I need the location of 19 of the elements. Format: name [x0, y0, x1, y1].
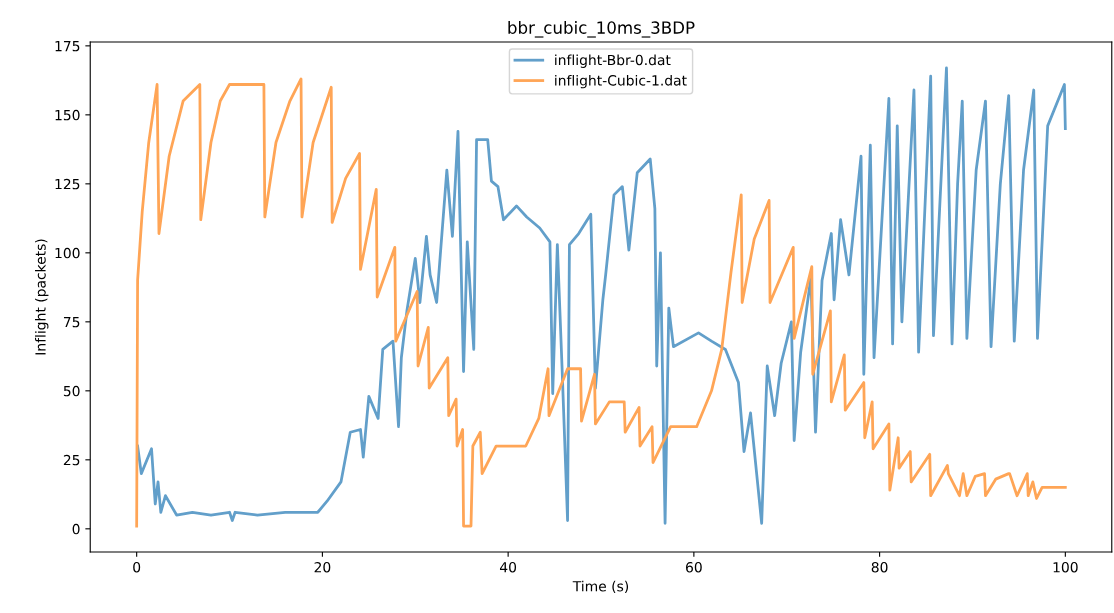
y-tick-label: 125	[55, 178, 80, 190]
y-axis-title: Inflight (packets)	[35, 239, 49, 355]
legend-label: inflight-Cubic-1.dat	[555, 74, 687, 89]
x-axis-title: Time (s)	[572, 580, 629, 594]
y-tick-label: 50	[63, 385, 80, 397]
y-tick-label: 100	[55, 247, 80, 259]
x-tick-label: 80	[871, 561, 888, 573]
x-tick-label: 40	[499, 561, 517, 573]
y-tick-label: 150	[55, 109, 80, 121]
x-tick-label: 60	[686, 561, 702, 573]
y-tick-label: 75	[63, 316, 80, 328]
legend-label: inflight-Bbr-0.dat	[555, 54, 671, 68]
y-tick-label: 175	[55, 41, 80, 52]
y-tick-label: 0	[72, 523, 80, 535]
x-tick-label: 0	[133, 561, 141, 573]
chart-title: bbr_cubic_10ms_3BDP	[508, 20, 695, 38]
y-tick-label: 25	[63, 454, 80, 466]
x-tick-label: 20	[314, 561, 331, 573]
x-tick-label: 100	[1053, 561, 1078, 573]
